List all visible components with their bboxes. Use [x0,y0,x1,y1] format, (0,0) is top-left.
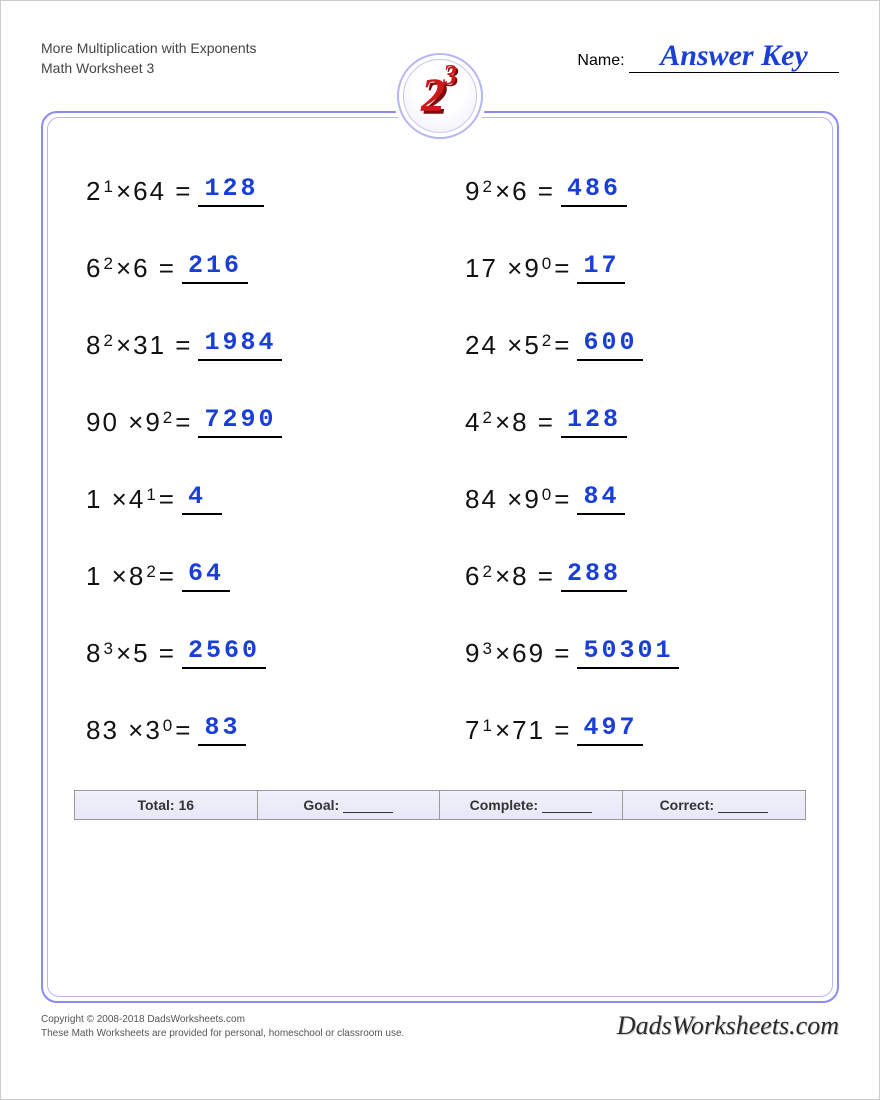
answer: 600 [577,328,643,361]
answer: 288 [561,559,627,592]
answer: 1984 [198,328,282,361]
stat-complete: Complete: [440,791,623,819]
stat-correct: Correct: [623,791,806,819]
title-line-1: More Multiplication with Exponents [41,39,257,59]
problem-5: 82 ×31 = 1984 [86,328,415,361]
footer-legal: Copyright © 2008-2018 DadsWorksheets.com… [41,1013,404,1041]
logo: 23 [393,49,487,143]
footer-brand: DadsWorksheets.com [617,1011,839,1041]
expression: 82 ×31 = [86,330,192,361]
expression: 62 ×8 = [465,561,555,592]
expression: 83 ×5 = [86,638,176,669]
expression: 71 ×71 = [465,715,571,746]
stats-row: Total: 16 Goal: Complete: Correct: [74,790,806,820]
answer: 497 [577,713,643,746]
copyright: Copyright © 2008-2018 DadsWorksheets.com [41,1013,404,1027]
answer: 128 [198,174,264,207]
answer: 486 [561,174,627,207]
answer: 4 [182,482,222,515]
problem-7: 90 ×92 = 7290 [86,405,415,438]
problem-12: 62 ×8 = 288 [465,559,794,592]
expression: 24 ×52 = [465,330,571,361]
answer: 64 [182,559,230,592]
problem-16: 71 ×71 = 497 [465,713,794,746]
stat-goal: Goal: [258,791,441,819]
expression: 21 ×64 = [86,176,192,207]
problem-14: 93 ×69 = 50301 [465,636,794,669]
answer: 83 [198,713,246,746]
problem-11: 1 ×82 = 64 [86,559,415,592]
expression: 1 ×82 = [86,561,176,592]
expression: 1 ×41 = [86,484,176,515]
problem-2: 92 ×6 = 486 [465,174,794,207]
expression: 93 ×69 = [465,638,571,669]
answer: 17 [577,251,625,284]
problem-3: 62 ×6 = 216 [86,251,415,284]
answer: 50301 [577,636,679,669]
problem-1: 21 ×64 = 128 [86,174,415,207]
answer: 84 [577,482,625,515]
problem-13: 83 ×5 = 2560 [86,636,415,669]
problem-6: 24 ×52 = 600 [465,328,794,361]
expression: 62 ×6 = [86,253,176,284]
disclaimer: These Math Worksheets are provided for p… [41,1027,404,1041]
problem-4: 17 ×90 = 17 [465,251,794,284]
expression: 83 ×30 = [86,715,192,746]
problem-10: 84 ×90 = 84 [465,482,794,515]
problem-8: 42 ×8 = 128 [465,405,794,438]
name-value: Answer Key [629,39,839,73]
expression: 17 ×90 = [465,253,571,284]
expression: 92 ×6 = [465,176,555,207]
problems-grid: 21 ×64 = 128 92 ×6 = 486 62 ×6 = 216 17 ×90… [74,174,806,766]
stat-total: Total: 16 [75,791,258,819]
content-frame: 21 ×64 = 128 92 ×6 = 486 62 ×6 = 216 17 ×90… [41,111,839,1003]
worksheet-page: More Multiplication with Exponents Math … [0,0,880,1100]
expression: 90 ×92 = [86,407,192,438]
problem-9: 1 ×41 = 4 [86,482,415,515]
name-label: Name: [577,52,624,69]
answer: 7290 [198,405,282,438]
logo-exp: 3 [443,60,457,92]
answer: 216 [182,251,248,284]
answer: 128 [561,405,627,438]
worksheet-title-block: More Multiplication with Exponents Math … [41,31,257,78]
expression: 42 ×8 = [465,407,555,438]
footer: Copyright © 2008-2018 DadsWorksheets.com… [41,1011,839,1041]
logo-base: 2 [421,72,445,120]
title-line-2: Math Worksheet 3 [41,59,257,79]
answer: 2560 [182,636,266,669]
problem-15: 83 ×30 = 83 [86,713,415,746]
expression: 84 ×90 = [465,484,571,515]
name-field: Name: Answer Key [577,31,839,73]
